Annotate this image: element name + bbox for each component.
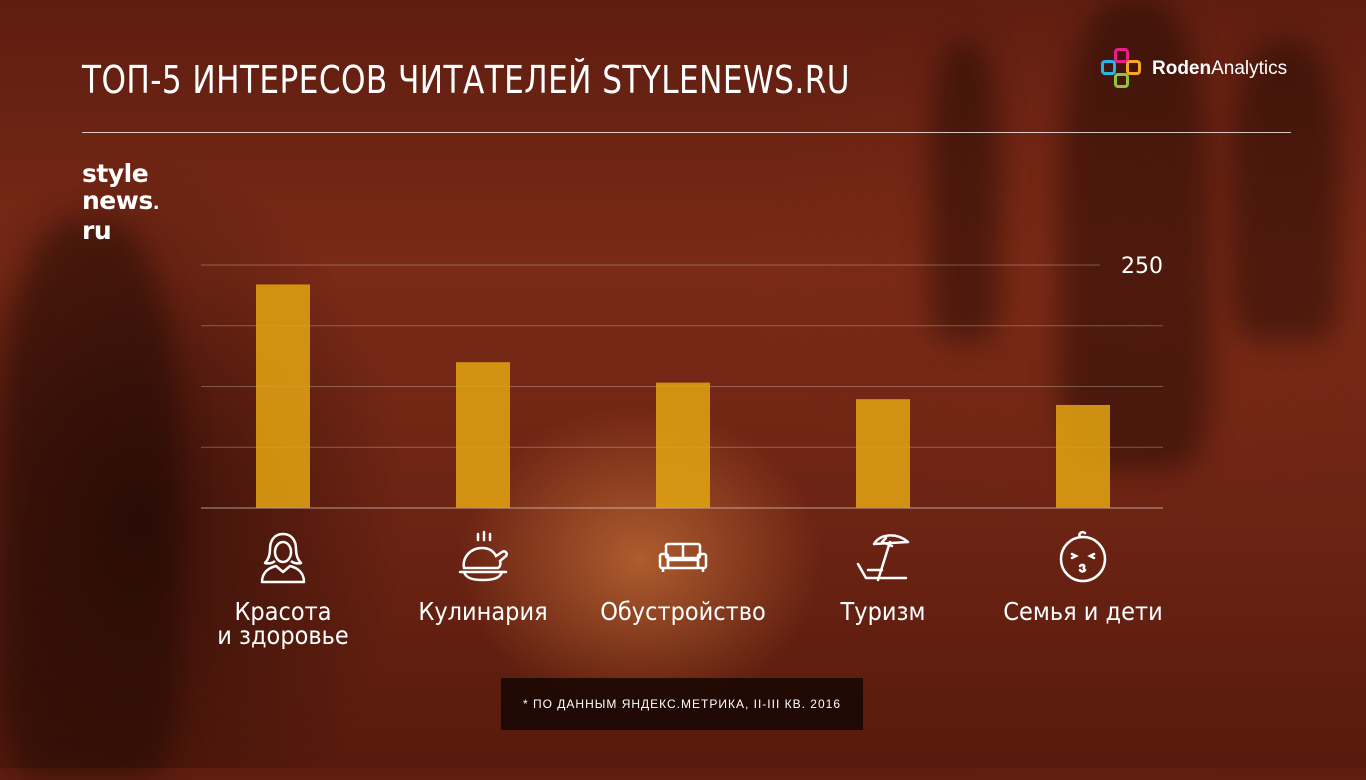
logo-line-1: style (82, 159, 149, 188)
footnote: * ПО ДАННЫМ ЯНДЕКС.МЕТРИКА, II-III КВ. 2… (501, 678, 863, 730)
title-divider (82, 132, 1291, 133)
category-label: Туризм (840, 597, 926, 626)
background-figure (930, 40, 1000, 340)
category-label: Обустройство (600, 597, 766, 626)
bar-1 (256, 284, 310, 508)
logo-line-2: news. (82, 186, 160, 215)
beach-umbrella-icon (856, 534, 910, 582)
brand-name-bold: Roden (1152, 58, 1212, 79)
brand-name: RodenAnalytics (1152, 58, 1287, 80)
bar-2 (456, 362, 510, 508)
roden-analytics-logo: RodenAnalytics (1098, 46, 1298, 92)
child-face-icon (1059, 530, 1107, 583)
logo-line-3: ru (82, 216, 112, 245)
brand-name-regular: Analytics (1211, 58, 1288, 79)
background-figure (1060, 0, 1210, 470)
woman-icon (260, 532, 306, 584)
background-figure (1230, 40, 1340, 340)
stylenews-logo: style news. ru (82, 160, 172, 244)
page-title: ТОП-5 ИНТЕРЕСОВ ЧИТАТЕЛЕЙ STYLENEWS.RU (82, 58, 850, 102)
roden-logo-icon (1098, 46, 1144, 92)
bar-5 (1056, 404, 1110, 508)
category-label: Кулинария (418, 597, 548, 626)
y-tick-label: 250 (1121, 254, 1163, 279)
bar-3 (656, 382, 710, 508)
sofa-icon (658, 542, 708, 572)
category-label: Красота и здоровье (217, 597, 349, 650)
background-figure (0, 220, 180, 780)
category-label: Семья и дети (1003, 597, 1163, 626)
bar-4 (856, 399, 910, 508)
roast-chicken-icon (458, 530, 508, 582)
